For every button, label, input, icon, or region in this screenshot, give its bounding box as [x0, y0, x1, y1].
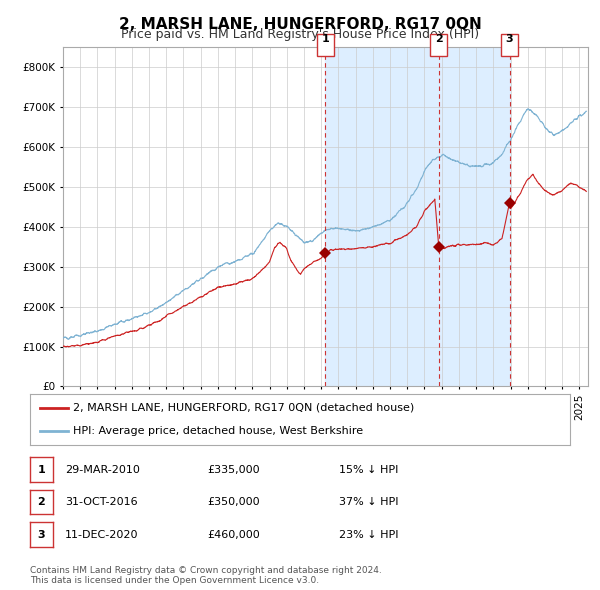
Text: 1: 1 — [322, 34, 329, 44]
Text: £350,000: £350,000 — [207, 497, 260, 507]
Text: £460,000: £460,000 — [207, 530, 260, 539]
Text: 31-OCT-2016: 31-OCT-2016 — [65, 497, 137, 507]
Text: 29-MAR-2010: 29-MAR-2010 — [65, 465, 140, 474]
Text: HPI: Average price, detached house, West Berkshire: HPI: Average price, detached house, West… — [73, 427, 364, 437]
Text: 3: 3 — [506, 34, 514, 44]
Text: 15% ↓ HPI: 15% ↓ HPI — [339, 465, 398, 474]
Text: 2, MARSH LANE, HUNGERFORD, RG17 0QN (detached house): 2, MARSH LANE, HUNGERFORD, RG17 0QN (det… — [73, 402, 415, 412]
Bar — [325, 47, 509, 386]
Text: 11-DEC-2020: 11-DEC-2020 — [65, 530, 139, 539]
Text: Price paid vs. HM Land Registry's House Price Index (HPI): Price paid vs. HM Land Registry's House … — [121, 28, 479, 41]
Text: 37% ↓ HPI: 37% ↓ HPI — [339, 497, 398, 507]
Text: Contains HM Land Registry data © Crown copyright and database right 2024.
This d: Contains HM Land Registry data © Crown c… — [30, 566, 382, 585]
Text: 3: 3 — [38, 530, 45, 539]
Text: 2: 2 — [435, 34, 443, 44]
Text: 23% ↓ HPI: 23% ↓ HPI — [339, 530, 398, 539]
Text: £335,000: £335,000 — [207, 465, 260, 474]
Text: 2, MARSH LANE, HUNGERFORD, RG17 0QN: 2, MARSH LANE, HUNGERFORD, RG17 0QN — [119, 17, 481, 31]
Text: 1: 1 — [38, 465, 45, 474]
Text: 2: 2 — [38, 497, 45, 507]
